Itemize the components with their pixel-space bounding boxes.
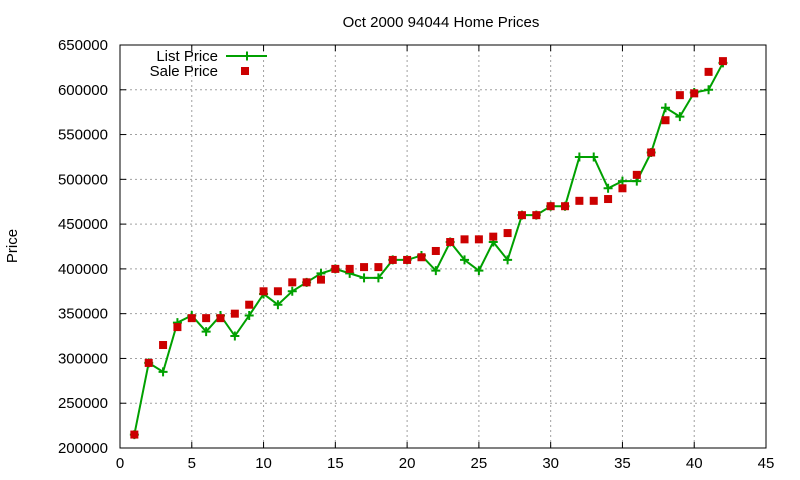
x-tick-label: 35 [614,455,631,472]
data-point-list-price [589,152,599,162]
axis-ticks: 0 5 10 15 20 25 30 35 40 45 200000 250000 300000 3500… [58,37,774,472]
series-line-list-price [133,62,724,435]
legend-marker-list-price [242,51,252,61]
data-point-list-price [574,152,584,162]
legend: List Price Sale Price [150,48,267,80]
grid-lines [120,45,766,448]
legend-label-sale-price: Sale Price [150,63,218,80]
data-point-list-price [474,266,484,276]
data-point-sale-price [675,91,684,100]
data-point-sale-price [561,202,570,211]
x-tick-label: 40 [686,455,703,472]
data-point-sale-price [403,255,412,264]
data-point-list-price [373,273,383,283]
x-tick-label: 5 [188,455,196,472]
data-point-list-price [460,255,470,265]
data-point-list-price [617,176,627,186]
x-tick-label: 45 [758,455,775,472]
data-point-sale-price [173,323,182,332]
data-point-sale-price [431,246,440,255]
data-point-sale-price [273,287,282,296]
data-point-list-price [704,85,714,95]
data-point-sale-price [302,278,311,287]
data-point-list-price [158,367,168,377]
data-point-sale-price [474,235,483,244]
data-point-sale-price [259,287,268,296]
data-point-sale-price [446,238,455,247]
data-point-sale-price [604,195,613,204]
data-point-list-price [359,273,369,283]
data-point-list-price [230,331,240,341]
data-point-sale-price [187,314,196,323]
data-point-sale-price [245,300,254,309]
data-point-sale-price [632,170,641,179]
data-point-sale-price [216,314,225,323]
data-point-sale-price [331,264,340,273]
y-tick-label: 450000 [58,216,108,233]
data-point-sale-price [589,196,598,205]
data-point-sale-price [417,253,426,262]
data-point-sale-price [316,275,325,284]
data-point-sale-price [661,116,670,125]
data-point-sale-price [144,358,153,367]
legend-label-list-price: List Price [156,48,218,65]
data-point-list-price [675,112,685,122]
x-tick-label: 15 [327,455,344,472]
data-point-sale-price [718,57,727,66]
data-point-list-price [287,286,297,296]
x-tick-label: 25 [471,455,488,472]
data-point-sale-price [546,202,555,211]
data-point-list-price [273,300,283,310]
y-tick-label: 600000 [58,82,108,99]
x-tick-label: 10 [255,455,272,472]
data-point-sale-price [704,67,713,76]
data-point-sale-price [503,229,512,238]
data-point-sale-price [690,89,699,98]
data-point-sale-price [202,314,211,323]
data-point-sale-price [575,196,584,205]
y-tick-label: 400000 [58,261,108,278]
y-tick-label: 300000 [58,350,108,367]
data-point-sale-price [618,184,627,193]
data-point-sale-price [345,264,354,273]
data-point-sale-price [159,341,168,350]
data-point-list-price [661,103,671,113]
y-tick-label: 550000 [58,127,108,144]
x-tick-label: 20 [399,455,416,472]
y-tick-label: 650000 [58,37,108,54]
series-layer [129,57,728,440]
data-point-sale-price [360,263,369,272]
data-point-sale-price [460,235,469,244]
data-point-list-price [503,255,513,265]
y-tick-label: 200000 [58,440,108,457]
chart-title: Oct 2000 94044 Home Prices [343,14,540,31]
x-tick-label: 0 [116,455,124,472]
data-point-list-price [603,183,613,193]
data-point-sale-price [647,148,656,157]
plot-area-frame [119,44,767,449]
data-point-sale-price [374,263,383,272]
data-point-sale-price [517,211,526,220]
data-point-sale-price [532,211,541,220]
data-point-sale-price [388,255,397,264]
y-tick-label: 350000 [58,306,108,323]
x-tick-label: 30 [542,455,559,472]
data-point-list-price [431,266,441,276]
data-point-sale-price [130,430,139,439]
data-point-list-price [201,327,211,337]
data-point-list-price [244,310,254,320]
legend-marker-sale-price [241,67,249,75]
data-point-sale-price [230,309,239,318]
y-tick-label: 250000 [58,395,108,412]
y-tick-label: 500000 [58,171,108,188]
y-axis-label: Price [4,229,21,263]
data-point-sale-price [288,278,297,287]
data-point-sale-price [489,232,498,241]
